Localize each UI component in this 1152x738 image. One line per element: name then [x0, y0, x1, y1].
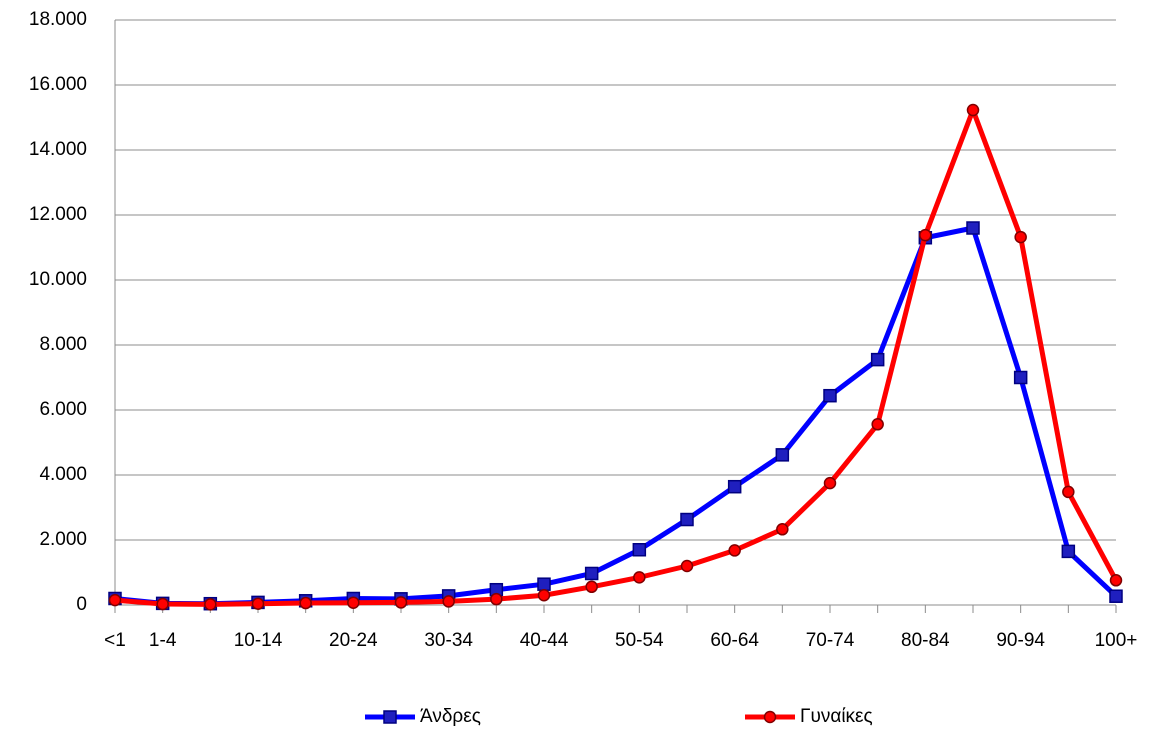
x-tick-label: 20-24: [329, 630, 378, 651]
y-tick-label: 18.000: [29, 9, 87, 30]
data-point: [633, 571, 646, 584]
data-point: [823, 476, 837, 490]
x-tick-label: 40-44: [520, 630, 569, 651]
data-point: [585, 580, 598, 594]
data-point: [251, 597, 265, 610]
data-point: [680, 559, 694, 573]
y-tick-label: 10.000: [29, 269, 87, 290]
series-line: [114, 107, 1119, 607]
data-point: [537, 577, 551, 591]
data-point: [156, 597, 169, 611]
data-point: [966, 103, 980, 117]
x-tick-label: 70-74: [806, 630, 855, 651]
legend-label: Γυναίκες: [800, 706, 873, 727]
data-point: [442, 595, 455, 608]
x-tick-label: <1: [104, 630, 126, 651]
data-point: [1013, 370, 1028, 385]
y-tick-label: 4.000: [39, 464, 87, 485]
x-tick-label: 50-54: [615, 630, 664, 651]
data-point: [537, 589, 551, 602]
data-point: [919, 228, 932, 242]
legend-marker: [383, 710, 397, 724]
y-tick-label: 16.000: [29, 74, 87, 95]
x-tick-label: 1-4: [149, 630, 177, 651]
x-tick-label: 10-14: [234, 630, 283, 651]
data-point: [632, 543, 647, 557]
data-point: [204, 598, 217, 611]
y-tick-label: 0: [76, 594, 87, 615]
legend-label: Άνδρες: [420, 706, 481, 727]
legend-marker: [763, 710, 777, 724]
data-point: [108, 593, 122, 607]
data-point: [870, 352, 885, 367]
data-point: [727, 479, 742, 494]
data-point: [728, 544, 741, 557]
y-tick-label: 14.000: [29, 139, 87, 160]
y-tick-label: 8.000: [39, 334, 87, 355]
data-point: [1014, 230, 1027, 244]
data-point: [1061, 544, 1076, 559]
data-point: [299, 596, 312, 610]
data-point: [1062, 485, 1075, 499]
x-tick-label: 100+: [1095, 630, 1138, 651]
data-point: [966, 221, 980, 235]
y-tick-label: 12.000: [29, 204, 87, 225]
series-line: [114, 225, 1118, 607]
data-point: [823, 388, 837, 403]
data-point: [1109, 574, 1123, 587]
data-point: [871, 418, 884, 431]
x-tick-label: 80-84: [901, 630, 950, 651]
x-tick-label: 60-64: [710, 630, 759, 651]
y-tick-label: 6.000: [39, 399, 87, 420]
data-point: [1109, 589, 1123, 603]
data-point: [490, 592, 503, 606]
data-point: [775, 448, 790, 462]
data-point: [680, 512, 694, 527]
x-tick-label: 90-94: [996, 630, 1045, 651]
data-point: [584, 566, 599, 581]
data-point: [394, 596, 408, 609]
x-tick-label: 30-34: [424, 630, 473, 651]
data-point: [347, 596, 360, 609]
data-point: [776, 523, 789, 536]
y-tick-label: 2.000: [39, 529, 87, 550]
